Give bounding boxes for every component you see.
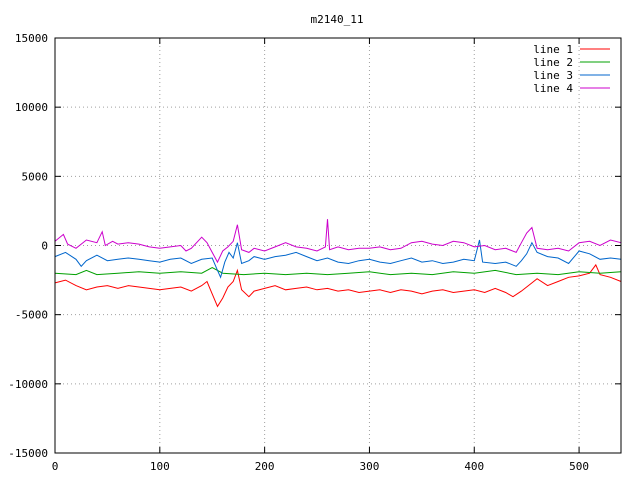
x-axis-tick-labels: 0 100 200 300 400 500 xyxy=(52,460,589,473)
x-tick-label: 200 xyxy=(255,460,275,473)
x-tick-label: 0 xyxy=(52,460,59,473)
chart-title: m2140_11 xyxy=(311,13,364,26)
legend-label-1: line 1 xyxy=(533,43,573,56)
y-tick-label: 5000 xyxy=(22,170,49,183)
x-tick-label: 400 xyxy=(464,460,484,473)
legend-label-4: line 4 xyxy=(533,82,573,95)
series-lines xyxy=(54,219,622,308)
x-tick-label: 100 xyxy=(150,460,170,473)
series-line-3 xyxy=(54,239,622,279)
y-tick-label: 10000 xyxy=(15,101,48,114)
y-tick-label: -15000 xyxy=(8,447,48,460)
series-line-1 xyxy=(54,263,622,308)
x-tick-label: 300 xyxy=(360,460,380,473)
x-tick-label: 500 xyxy=(569,460,589,473)
plot-frame xyxy=(54,37,622,454)
legend-label-3: line 3 xyxy=(533,69,573,82)
legend-label-2: line 2 xyxy=(533,56,573,69)
series-line-2 xyxy=(54,267,622,276)
y-tick-label: 0 xyxy=(41,240,48,253)
y-axis-tick-labels: -15000 -10000 -5000 0 5000 10000 15000 xyxy=(8,32,48,460)
y-tick-label: 15000 xyxy=(15,32,48,45)
y-tick-label: -10000 xyxy=(8,378,48,391)
y-tick-label: -5000 xyxy=(15,309,48,322)
series-line-4 xyxy=(54,219,622,264)
